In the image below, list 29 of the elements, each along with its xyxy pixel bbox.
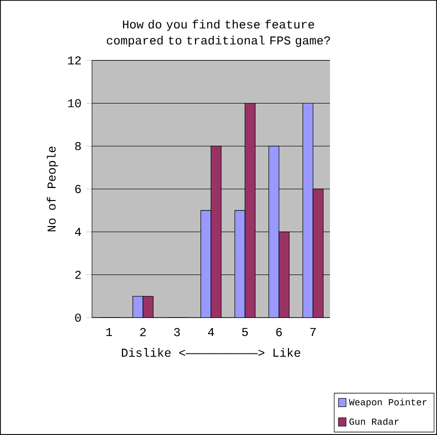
bar — [200, 210, 212, 318]
y-tick-label: 0 — [75, 314, 81, 322]
bar — [302, 102, 314, 318]
bar — [234, 210, 246, 318]
bar — [142, 296, 154, 318]
x-tick-label: 3 — [174, 328, 180, 336]
y-tick-label: 2 — [75, 270, 81, 279]
x-tick-label: 7 — [310, 328, 316, 336]
x-tick-label: 1 — [106, 328, 112, 336]
x-tick-label: 5 — [242, 328, 248, 336]
x-tick-label: 6 — [276, 328, 282, 336]
legend-label: Gun Radar — [350, 418, 399, 425]
y-tick-label: 10 — [68, 99, 81, 108]
x-tick-label: 4 — [208, 328, 214, 336]
bar — [210, 146, 222, 318]
x-axis-title: Dislike <——————————> Like — [122, 348, 300, 357]
x-tick-label: 2 — [140, 328, 146, 336]
y-tick-label: 12 — [68, 56, 81, 64]
bar — [244, 102, 256, 318]
y-tick-label: 8 — [75, 142, 81, 150]
bar — [132, 296, 144, 318]
bar — [278, 232, 290, 318]
y-tick-label: 4 — [75, 228, 81, 236]
legend-label: Weapon Pointer — [348, 398, 427, 408]
chart-title: How do you find these feature compared to traditional FPS game? — [106, 20, 330, 47]
y-tick-label: 6 — [75, 184, 81, 194]
bar — [312, 188, 324, 318]
y-axis-title: No of People — [46, 146, 58, 232]
bar — [268, 146, 280, 318]
